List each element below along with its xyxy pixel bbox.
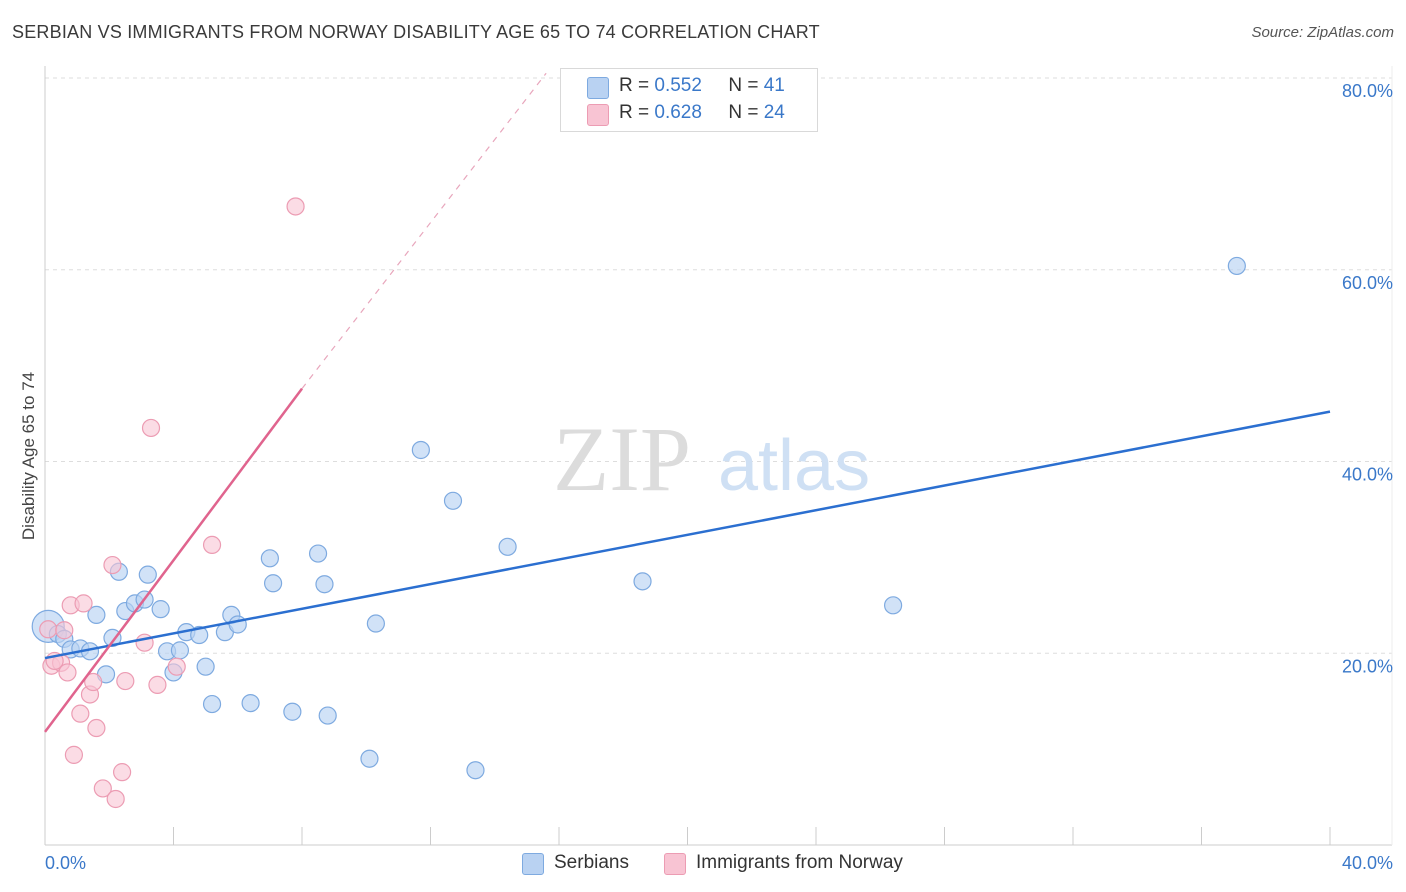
norway-point[interactable] xyxy=(87,718,106,738)
norway-point[interactable] xyxy=(148,675,167,694)
serbians-point[interactable] xyxy=(283,702,302,721)
chart-title: SERBIAN VS IMMIGRANTS FROM NORWAY DISABI… xyxy=(12,22,820,42)
norway-point[interactable] xyxy=(103,555,122,575)
x-tick-label: 40.0% xyxy=(1342,853,1393,873)
source-label: Source: ZipAtlas.com xyxy=(1251,24,1394,41)
y-tick-label: 40.0% xyxy=(1342,465,1393,485)
norway-point[interactable] xyxy=(141,418,161,438)
norway-point[interactable] xyxy=(202,535,222,555)
norway-point[interactable] xyxy=(71,704,90,723)
y-tick-label: 20.0% xyxy=(1342,656,1393,676)
serbians-point[interactable] xyxy=(411,440,430,460)
n-label: N = xyxy=(728,75,764,96)
serbians-legend-swatch xyxy=(522,853,544,875)
x-tick-label: 0.0% xyxy=(45,853,86,873)
norway-point[interactable] xyxy=(58,663,77,682)
serbians-point[interactable] xyxy=(138,565,157,584)
y-tick-label: 80.0% xyxy=(1342,81,1393,101)
watermark-zip: ZIP xyxy=(553,408,691,510)
y-tick-label: 60.0% xyxy=(1342,273,1393,293)
serbians-point[interactable] xyxy=(498,537,517,556)
serbians-point[interactable] xyxy=(883,596,903,615)
n-label: N = xyxy=(728,102,764,123)
serbians-point[interactable] xyxy=(103,628,122,648)
grid-layer xyxy=(45,77,1392,654)
series-serbians xyxy=(31,256,1246,780)
norway-point[interactable] xyxy=(74,594,93,613)
norway-trend-line xyxy=(43,387,304,733)
norway-point[interactable] xyxy=(286,197,305,216)
serbians-point[interactable] xyxy=(190,625,209,645)
serbians-point[interactable] xyxy=(315,575,334,594)
serbians-point[interactable] xyxy=(318,706,337,725)
serbians-point[interactable] xyxy=(241,694,260,713)
serbians-point[interactable] xyxy=(1227,256,1246,276)
serbians-point[interactable] xyxy=(170,641,190,660)
serbians-point[interactable] xyxy=(196,657,215,676)
serbians-point[interactable] xyxy=(308,544,328,563)
norway-point[interactable] xyxy=(93,779,112,798)
y-axis-label: Disability Age 65 to 74 xyxy=(19,372,38,540)
serbians-point[interactable] xyxy=(443,491,463,510)
serbians-point[interactable] xyxy=(263,574,283,593)
norway-point[interactable] xyxy=(39,620,58,639)
serbians-point[interactable] xyxy=(228,615,247,634)
norway-point[interactable] xyxy=(84,672,103,692)
series-norway xyxy=(39,197,305,809)
serbians-point[interactable] xyxy=(633,572,652,591)
n-value-norway: 24 xyxy=(763,102,785,123)
serbians-trend-line xyxy=(44,410,1331,660)
r-label: R = xyxy=(619,75,655,96)
label-layer: 20.0% 40.0% 60.0% 80.0% 0.0% 40.0% xyxy=(45,81,1393,873)
trend-layer xyxy=(43,72,1331,733)
serbians-swatch xyxy=(587,77,609,99)
serbians-legend-label: Serbians xyxy=(554,852,629,873)
serbians-point[interactable] xyxy=(366,614,385,633)
serbians-point[interactable] xyxy=(87,605,106,625)
norway-legend-label: Immigrants from Norway xyxy=(696,852,903,873)
serbians-point[interactable] xyxy=(202,694,222,714)
norway-trend-extension xyxy=(301,72,547,390)
norway-point[interactable] xyxy=(55,621,74,640)
correlation-legend: R = 0.552 N = 41 R = 0.628 N = 24 xyxy=(560,68,818,132)
serbians-point[interactable] xyxy=(151,600,170,619)
serbians-point[interactable] xyxy=(260,549,279,568)
serbians-point[interactable] xyxy=(360,749,379,768)
r-label: R = xyxy=(619,102,655,123)
norway-point[interactable] xyxy=(116,671,135,691)
watermark: ZIP atlas xyxy=(553,408,870,510)
serbians-point[interactable] xyxy=(466,761,485,780)
watermark-atlas: atlas xyxy=(718,426,870,506)
series-legend: Serbians Immigrants from Norway xyxy=(0,850,1406,878)
axis-layer xyxy=(44,66,1393,846)
norway-point[interactable] xyxy=(112,763,132,782)
r-value-norway: 0.628 xyxy=(654,102,702,123)
norway-legend-swatch xyxy=(664,853,686,875)
n-value-serbians: 41 xyxy=(763,75,785,96)
norway-point[interactable] xyxy=(167,657,186,676)
norway-swatch xyxy=(587,104,609,126)
norway-point[interactable] xyxy=(106,789,125,809)
norway-point[interactable] xyxy=(64,745,84,764)
r-value-serbians: 0.552 xyxy=(654,75,702,96)
